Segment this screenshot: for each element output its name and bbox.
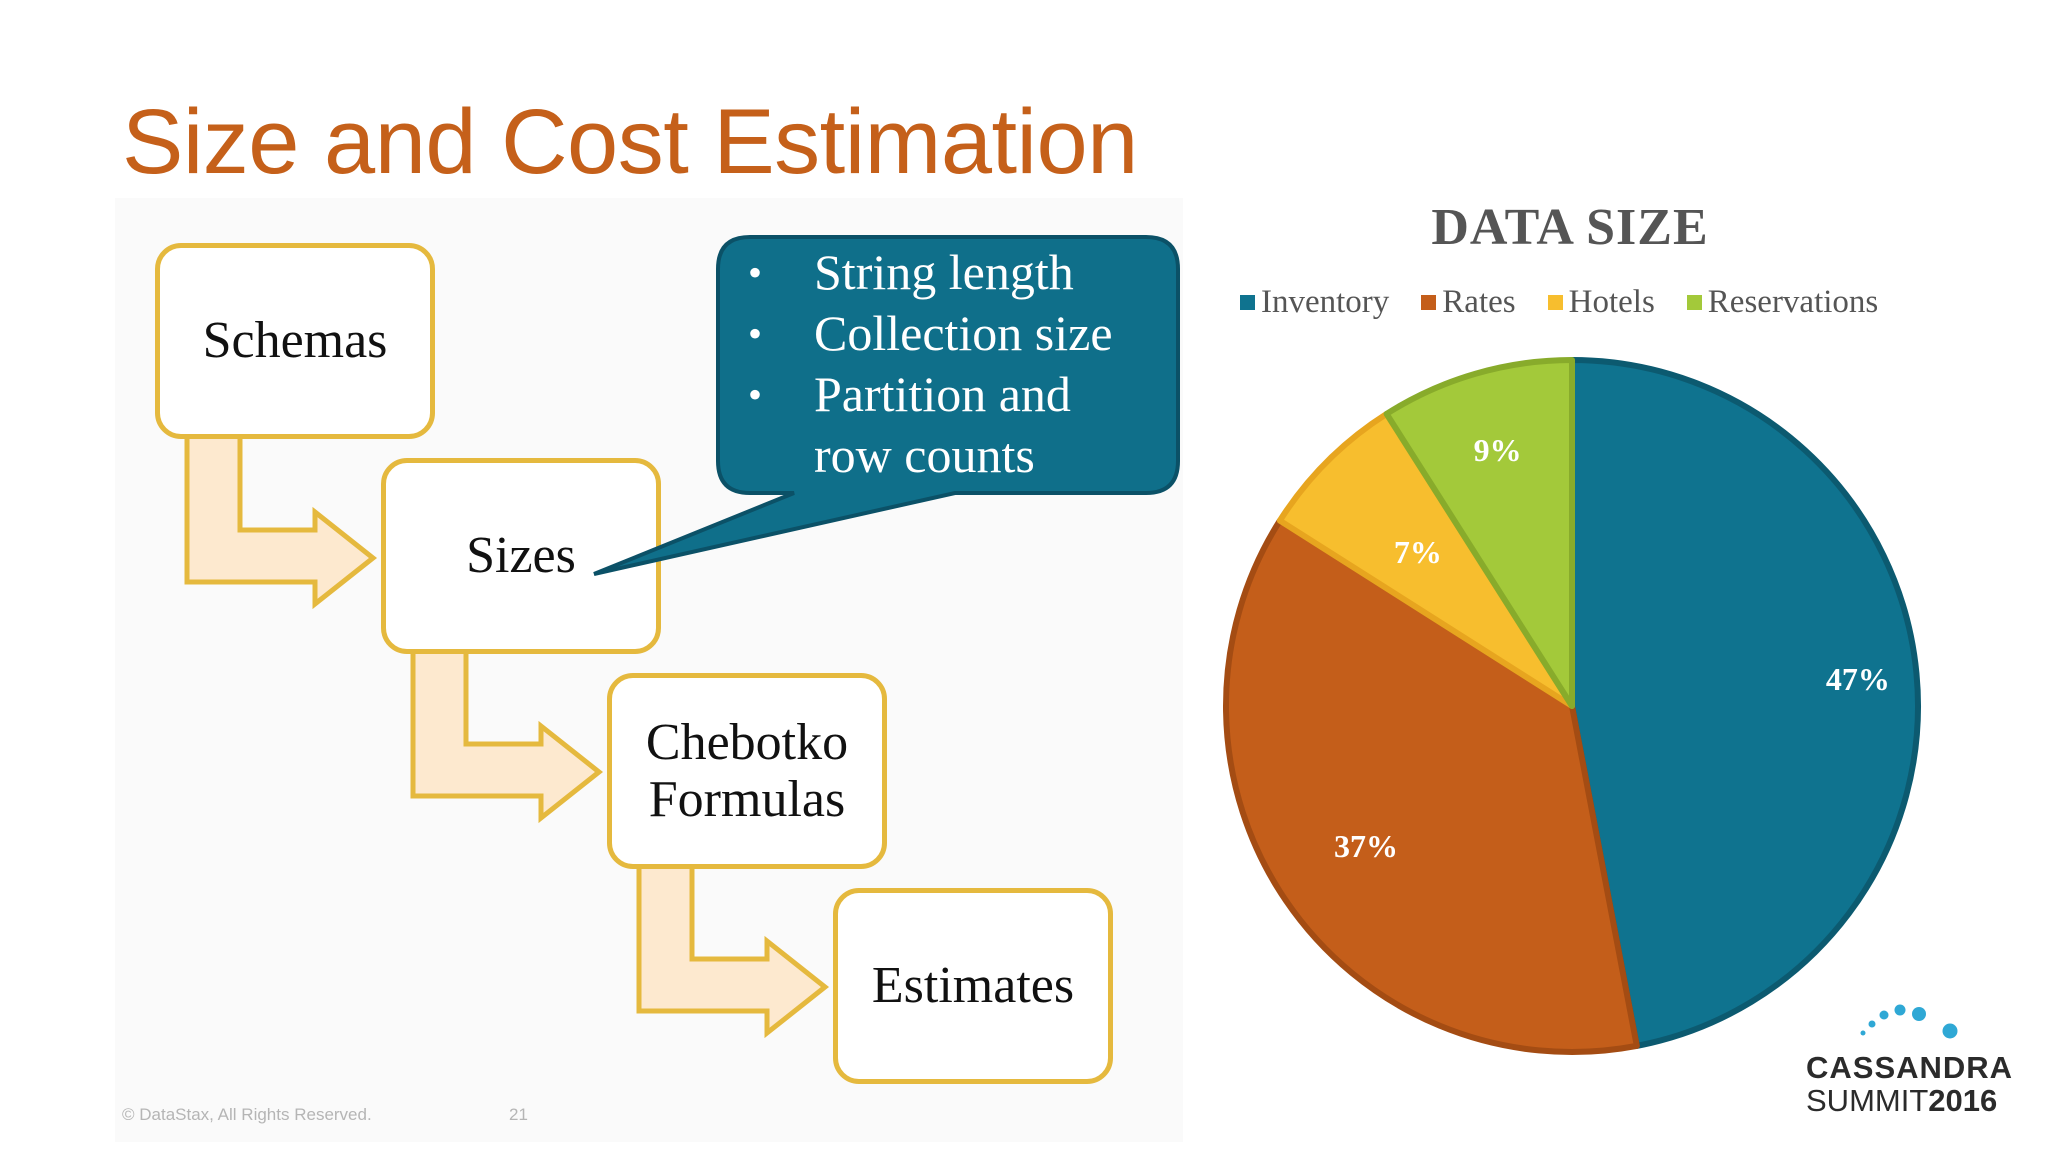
- logo-summit-word: SUMMIT: [1806, 1083, 1929, 1118]
- step-label: Chebotko Formulas: [645, 713, 849, 828]
- callout-list: String length Collection size Partition …: [740, 242, 1113, 486]
- legend-item-rates: Rates: [1421, 284, 1516, 321]
- step-label: Sizes: [466, 527, 576, 585]
- page-number: 21: [509, 1105, 528, 1124]
- legend-item-inventory: Inventory: [1240, 284, 1389, 321]
- callout-item: row counts: [814, 427, 1035, 483]
- step-label: Schemas: [202, 312, 388, 370]
- logo-summit-year: 2016: [1928, 1083, 1998, 1118]
- pie-data-label: 9%: [1474, 432, 1522, 468]
- cassandra-summit-logo-dots: [1860, 1004, 1958, 1039]
- pie-chart: 47% 37% 7% 9%: [1223, 357, 1921, 1055]
- legend-swatch: [1686, 295, 1702, 310]
- pie-slice-hotels: [1276, 410, 1575, 709]
- pie-slice-reservations: [1383, 357, 1575, 709]
- footer-copyright: © DataStax, All Rights Reserved.: [122, 1105, 372, 1124]
- legend-item-hotels: Hotels: [1547, 284, 1655, 321]
- logo-line-cassandra: CASSANDRA: [1806, 1050, 2014, 1085]
- legend-swatch: [1240, 295, 1255, 310]
- cassandra-summit-logo: CASSANDRA SUMMIT2016: [1806, 1052, 2016, 1116]
- legend-label: Inventory: [1261, 284, 1390, 320]
- step-box-estimates: Estimates: [833, 888, 1113, 1084]
- legend-swatch: [1547, 295, 1563, 310]
- step-box-chebotko-formulas: Chebotko Formulas: [607, 673, 887, 869]
- callout-item: String length: [740, 242, 1113, 303]
- pie-slice-inventory: [1569, 357, 1921, 1049]
- pie-data-label: 47%: [1826, 661, 1890, 697]
- pie-data-label: 7%: [1394, 534, 1442, 570]
- step-box-sizes: Sizes: [381, 458, 661, 654]
- slide-title: Size and Cost Estimation: [122, 91, 1138, 193]
- legend-label: Hotels: [1568, 284, 1655, 320]
- legend-label: Rates: [1442, 284, 1516, 320]
- legend-item-reservations: Reservations: [1686, 284, 1879, 321]
- chart-legend: Inventory Rates Hotels Reservations: [1240, 284, 1878, 321]
- legend-label: Reservations: [1707, 284, 1879, 320]
- step-box-schemas: Schemas: [155, 243, 435, 439]
- pie-data-label: 37%: [1334, 828, 1398, 864]
- pie-slice-rates: [1223, 517, 1640, 1055]
- step-label: Estimates: [871, 957, 1075, 1015]
- legend-swatch: [1421, 295, 1437, 310]
- callout-item: Collection size: [740, 303, 1113, 364]
- callout-item: Partition and: [740, 364, 1113, 425]
- chart-title: DATA SIZE: [1431, 199, 1709, 256]
- logo-line-summit: SUMMIT2016: [1806, 1085, 2016, 1116]
